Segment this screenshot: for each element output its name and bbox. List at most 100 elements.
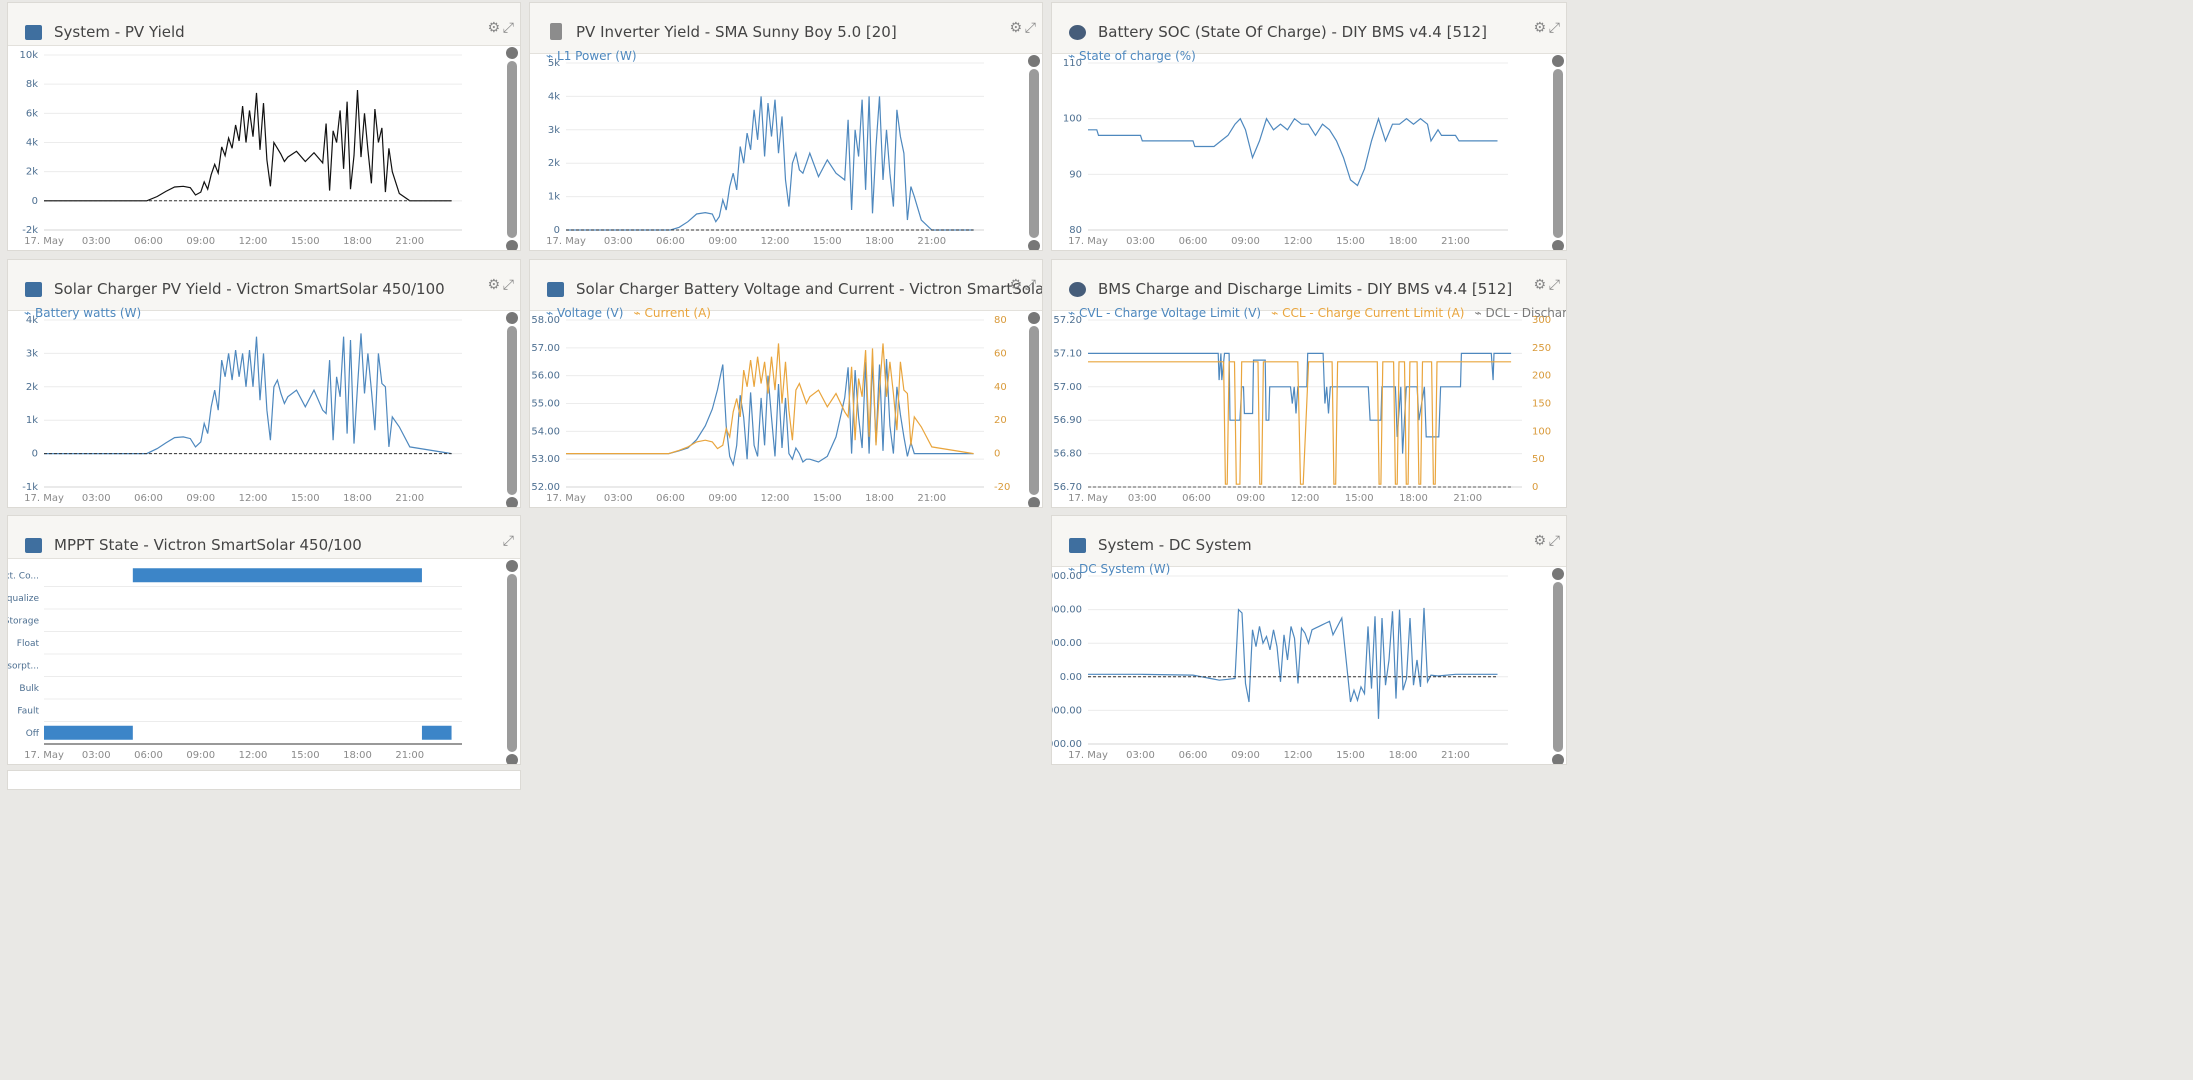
series-line — [566, 96, 974, 231]
chart-legend[interactable]: ⌁ DC System (W) — [1068, 562, 1180, 576]
x-tick-label: 12:00 — [1284, 236, 1313, 247]
settings-gear-icon[interactable]: ⚙ — [487, 20, 500, 36]
chart-legend[interactable]: ⌁ Battery watts (W) — [24, 306, 151, 320]
scrollbar[interactable] — [506, 47, 518, 250]
settings-gear-icon[interactable]: ⚙ — [1533, 20, 1546, 36]
y-tick-label: 56.70 — [1053, 482, 1082, 493]
chart-area: 57.20 57.10 57.00 56.90 56.80 56.70 300 250 200 1… — [1052, 312, 1566, 507]
scrollbar[interactable] — [1028, 312, 1040, 507]
y2-tick-label: 0 — [994, 449, 1000, 460]
y-tick-label: 2k — [548, 158, 560, 169]
y-tick-label: 4k — [26, 315, 38, 326]
settings-gear-icon[interactable]: ⚙ — [1009, 20, 1022, 36]
widget-mppt-state: MPPT State - Victron SmartSolar 450/100 … — [7, 515, 521, 765]
chart-legend[interactable]: ⌁ CVL - Charge Voltage Limit (V) ⌁ CCL - … — [1068, 306, 1566, 320]
legend-item[interactable]: ⌁ Voltage (V) — [546, 306, 623, 320]
state-bar — [421, 725, 452, 740]
expand-icon[interactable]: ⤢ — [1024, 277, 1036, 293]
x-tick-label: 03:00 — [82, 236, 111, 247]
x-tick-label: 17. May — [24, 236, 64, 247]
y2-tick-label: 50 — [1532, 454, 1545, 465]
widget-pv-inverter-yield: PV Inverter Yield - SMA Sunny Boy 5.0 [2… — [529, 2, 1043, 251]
expand-icon[interactable]: ⤢ — [1548, 533, 1560, 549]
expand-icon[interactable]: ⤢ — [502, 277, 514, 293]
x-tick-label: 06:00 — [656, 236, 685, 247]
x-tick-label: 03:00 — [604, 493, 633, 504]
bms-icon — [1069, 282, 1086, 297]
widget-title: Solar Charger PV Yield - Victron SmartSo… — [54, 280, 445, 298]
x-tick-label: 12:00 — [1284, 750, 1313, 761]
widget-title: Solar Charger Battery Voltage and Curren… — [576, 280, 1043, 298]
y-tick-label: -2000.00 — [1052, 705, 1082, 716]
y2-tick-label: 60 — [994, 348, 1007, 359]
expand-icon[interactable]: ⤢ — [1548, 20, 1560, 36]
x-tick-label: 06:00 — [1179, 750, 1208, 761]
expand-icon[interactable]: ⤢ — [502, 533, 514, 549]
x-tick-label: 06:00 — [134, 750, 163, 761]
expand-icon[interactable]: ⤢ — [1548, 277, 1560, 293]
settings-gear-icon[interactable]: ⚙ — [1533, 277, 1546, 293]
expand-icon[interactable]: ⤢ — [1024, 20, 1036, 36]
legend-item[interactable]: ⌁ Current (A) — [633, 306, 711, 320]
legend-item[interactable]: ⌁ Battery watts (W) — [24, 306, 141, 320]
y-tick-label: 0.00 — [1060, 672, 1082, 683]
widget-title: BMS Charge and Discharge Limits - DIY BM… — [1098, 280, 1513, 298]
legend-label: Battery watts (W) — [35, 306, 142, 320]
widget-solar-charger-voltage-current: Solar Charger Battery Voltage and Curren… — [529, 259, 1043, 508]
scrollbar[interactable] — [1552, 568, 1564, 764]
legend-item[interactable]: ⌁ L1 Power (W) — [546, 49, 637, 63]
widget-header: Solar Charger PV Yield - Victron SmartSo… — [8, 260, 520, 320]
x-tick-label: 15:00 — [1336, 750, 1365, 761]
chart-legend[interactable]: ⌁ Voltage (V) ⌁ Current (A) — [546, 306, 721, 320]
x-tick-label: 15:00 — [291, 236, 320, 247]
legend-item[interactable]: ⌁ DCL - Discharge Current Limit (A) — [1474, 306, 1566, 320]
legend-item[interactable]: ⌁ State of charge (%) — [1068, 49, 1196, 63]
widget-title: System - DC System — [1098, 536, 1252, 554]
scrollbar[interactable] — [506, 312, 518, 507]
x-tick-label: 18:00 — [1389, 236, 1418, 247]
widget-header: BMS Charge and Discharge Limits - DIY BM… — [1052, 260, 1566, 320]
widget-dc-system: System - DC System ⚙ ⤢ ⌁ DC System (W) 6… — [1051, 515, 1567, 765]
series-line — [1088, 361, 1512, 485]
legend-item[interactable]: ⌁ CVL - Charge Voltage Limit (V) — [1068, 306, 1261, 320]
legend-label: DC System (W) — [1079, 562, 1171, 576]
y-tick-label: 1k — [548, 192, 560, 203]
state-label: Fault — [17, 706, 39, 716]
settings-gear-icon[interactable]: ⚙ — [1009, 277, 1022, 293]
chart-legend[interactable]: ⌁ L1 Power (W) — [546, 49, 647, 63]
chart-legend[interactable]: ⌁ State of charge (%) — [1068, 49, 1206, 63]
monitor-icon — [1069, 538, 1086, 553]
widget-system-pv-yield: System - PV Yield ⚙ ⤢ 10k 8k 6k 4k 2k 0 -2k 17.… — [7, 2, 521, 251]
y-tick-label: -4000.00 — [1052, 739, 1082, 750]
legend-label: L1 Power (W) — [557, 49, 637, 63]
y-tick-label: 56.00 — [531, 371, 560, 382]
settings-gear-icon[interactable]: ⚙ — [1533, 533, 1546, 549]
x-tick-label: 06:00 — [1179, 236, 1208, 247]
legend-line-icon: ⌁ — [24, 306, 36, 320]
x-tick-label: 18:00 — [865, 493, 894, 504]
scrollbar[interactable] — [1028, 55, 1040, 250]
y-tick-label: -2k — [22, 225, 38, 236]
x-tick-label: 09:00 — [708, 236, 737, 247]
y-tick-label: 57.00 — [1053, 382, 1082, 393]
scrollbar[interactable] — [506, 560, 518, 764]
legend-item[interactable]: ⌁ DC System (W) — [1068, 562, 1170, 576]
state-label: Absorpt... — [8, 661, 39, 671]
x-tick-label: 09:00 — [186, 750, 215, 761]
legend-item[interactable]: ⌁ CCL - Charge Current Limit (A) — [1271, 306, 1464, 320]
widget-bms-limits: BMS Charge and Discharge Limits - DIY BM… — [1051, 259, 1567, 508]
x-tick-label: 17. May — [546, 236, 586, 247]
legend-label: State of charge (%) — [1079, 49, 1196, 63]
state-label: Off — [26, 729, 40, 739]
settings-gear-icon[interactable]: ⚙ — [487, 277, 500, 293]
series-line — [44, 89, 452, 202]
y-tick-label: 54.00 — [531, 426, 560, 437]
y-tick-label: 53.00 — [531, 454, 560, 465]
expand-icon[interactable]: ⤢ — [502, 20, 514, 36]
widget-title: Battery SOC (State Of Charge) - DIY BMS … — [1098, 23, 1487, 41]
series-line — [1088, 607, 1498, 719]
state-label: Storage — [8, 616, 39, 626]
scrollbar[interactable] — [1552, 55, 1564, 250]
